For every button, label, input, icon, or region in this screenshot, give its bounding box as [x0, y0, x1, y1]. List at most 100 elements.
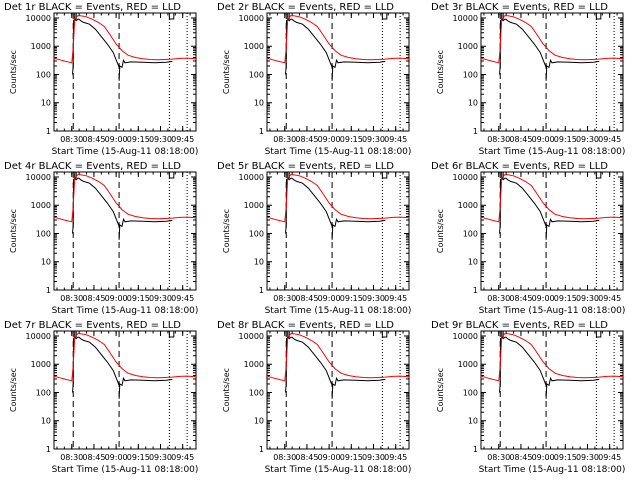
x-tick-label: 09:45 [598, 135, 621, 144]
y-tick-label: 10 [254, 417, 264, 426]
x-tick-label: 09:15 [340, 453, 363, 462]
events-series-line [331, 58, 386, 81]
y-axis-label: Counts/sec [9, 50, 18, 94]
x-tick-label: 08:45 [295, 135, 318, 144]
chart-panel-5: Det 5r BLACK = Events, RED = LLD 1 10 100 10… [217, 161, 411, 316]
x-tick-label: 09:00 [318, 294, 341, 303]
y-tick-label: 1 [473, 127, 478, 136]
plot-frame [53, 330, 197, 450]
plot-frame [53, 171, 197, 291]
x-tick-label: 09:00 [105, 294, 128, 303]
x-tick-label: 09:00 [318, 135, 341, 144]
interval-bracket [381, 172, 388, 179]
x-tick-label: 08:30 [487, 135, 510, 144]
x-tick-label: 09:30 [362, 453, 385, 462]
y-tick-label: 10 [41, 417, 51, 426]
x-axis-label: Start Time (15-Aug-11 08:18:00) [479, 465, 626, 475]
events-series-line [72, 177, 120, 234]
x-tick-label: 09:45 [384, 135, 407, 144]
y-tick-label: 10000 [239, 14, 264, 23]
x-tick-label: 09:30 [576, 135, 599, 144]
events-series-line [118, 217, 173, 240]
y-tick-label: 10 [468, 99, 478, 108]
plot-frame [266, 171, 410, 291]
chart-panel-1: Det 1r BLACK = Events, RED = LLD 1 10 100 10… [4, 2, 198, 157]
events-series-line [118, 58, 173, 81]
series-group [481, 174, 623, 240]
lld-series-line [267, 333, 409, 382]
x-tick-label: 08:30 [273, 135, 296, 144]
chart-title: Det 9r BLACK = Events, RED = LLD [431, 320, 608, 331]
events-series-line [545, 376, 600, 399]
chart-panel-4: Det 4r BLACK = Events, RED = LLD 1 10 100 10… [4, 161, 198, 316]
y-tick-label: 100 [463, 388, 478, 397]
y-tick-label: 1 [259, 445, 264, 454]
chart-title: Det 7r BLACK = Events, RED = LLD [4, 320, 181, 331]
y-tick-label: 10 [468, 417, 478, 426]
series-group [267, 15, 409, 81]
x-axis-label: Start Time (15-Aug-11 08:18:00) [52, 147, 199, 157]
chart-panel-6: Det 6r BLACK = Events, RED = LLD 1 10 100 10… [431, 161, 625, 316]
chart-title: Det 1r BLACK = Events, RED = LLD [4, 2, 181, 13]
x-tick-label: 09:30 [576, 453, 599, 462]
y-tick-label: 1000 [244, 42, 264, 51]
y-axis-label: Counts/sec [436, 50, 445, 94]
chart-title: Det 4r BLACK = Events, RED = LLD [4, 161, 181, 172]
x-tick-label: 09:30 [149, 453, 172, 462]
series-group [481, 333, 623, 399]
x-tick-label: 08:30 [487, 294, 510, 303]
x-tick-label: 08:45 [82, 294, 105, 303]
x-tick-label: 08:45 [295, 453, 318, 462]
chart-title: Det 6r BLACK = Events, RED = LLD [431, 161, 608, 172]
x-tick-label: 09:15 [127, 135, 150, 144]
lld-series-line [481, 174, 623, 223]
y-tick-label: 1000 [31, 360, 51, 369]
x-tick-label: 09:30 [362, 135, 385, 144]
events-series-line [499, 177, 547, 234]
y-tick-label: 100 [249, 388, 264, 397]
series-group [267, 174, 409, 240]
x-axis-label: Start Time (15-Aug-11 08:18:00) [265, 306, 412, 316]
y-tick-label: 1000 [458, 360, 478, 369]
events-series-line [545, 217, 600, 240]
x-tick-label: 08:30 [60, 294, 83, 303]
chart-title: Det 8r BLACK = Events, RED = LLD [217, 320, 394, 331]
chart-title: Det 3r BLACK = Events, RED = LLD [431, 2, 608, 13]
events-series-line [285, 177, 333, 234]
events-series-line [499, 336, 547, 393]
x-tick-label: 08:45 [509, 135, 532, 144]
plot-frame [480, 171, 624, 291]
plot-frame [480, 330, 624, 450]
events-series-line [545, 58, 600, 81]
y-tick-label: 100 [463, 70, 478, 79]
x-tick-label: 09:15 [554, 453, 577, 462]
x-tick-label: 08:45 [509, 453, 532, 462]
y-tick-label: 10 [254, 99, 264, 108]
interval-bracket [168, 172, 175, 179]
y-tick-label: 10000 [453, 14, 478, 23]
series-group [54, 333, 196, 399]
x-tick-label: 09:30 [149, 135, 172, 144]
events-series-line [72, 18, 120, 75]
y-tick-label: 10000 [26, 173, 51, 182]
x-tick-label: 09:00 [532, 453, 555, 462]
x-tick-label: 09:15 [127, 453, 150, 462]
x-tick-label: 08:30 [60, 453, 83, 462]
events-series-line [118, 376, 173, 399]
y-tick-label: 10000 [453, 332, 478, 341]
y-tick-label: 10 [254, 258, 264, 267]
chart-panel-9: Det 9r BLACK = Events, RED = LLD 1 10 100 10… [431, 320, 625, 475]
y-tick-label: 1000 [31, 42, 51, 51]
x-tick-label: 09:30 [362, 294, 385, 303]
y-tick-label: 1 [259, 127, 264, 136]
plot-frame [266, 330, 410, 450]
chart-panel-7: Det 7r BLACK = Events, RED = LLD 1 10 100 10… [4, 320, 198, 475]
y-tick-label: 100 [36, 70, 51, 79]
y-tick-label: 10 [468, 258, 478, 267]
x-tick-label: 09:00 [532, 135, 555, 144]
lld-series-line [267, 174, 409, 223]
x-tick-label: 09:45 [171, 294, 194, 303]
y-tick-label: 100 [36, 388, 51, 397]
x-tick-label: 09:15 [340, 135, 363, 144]
